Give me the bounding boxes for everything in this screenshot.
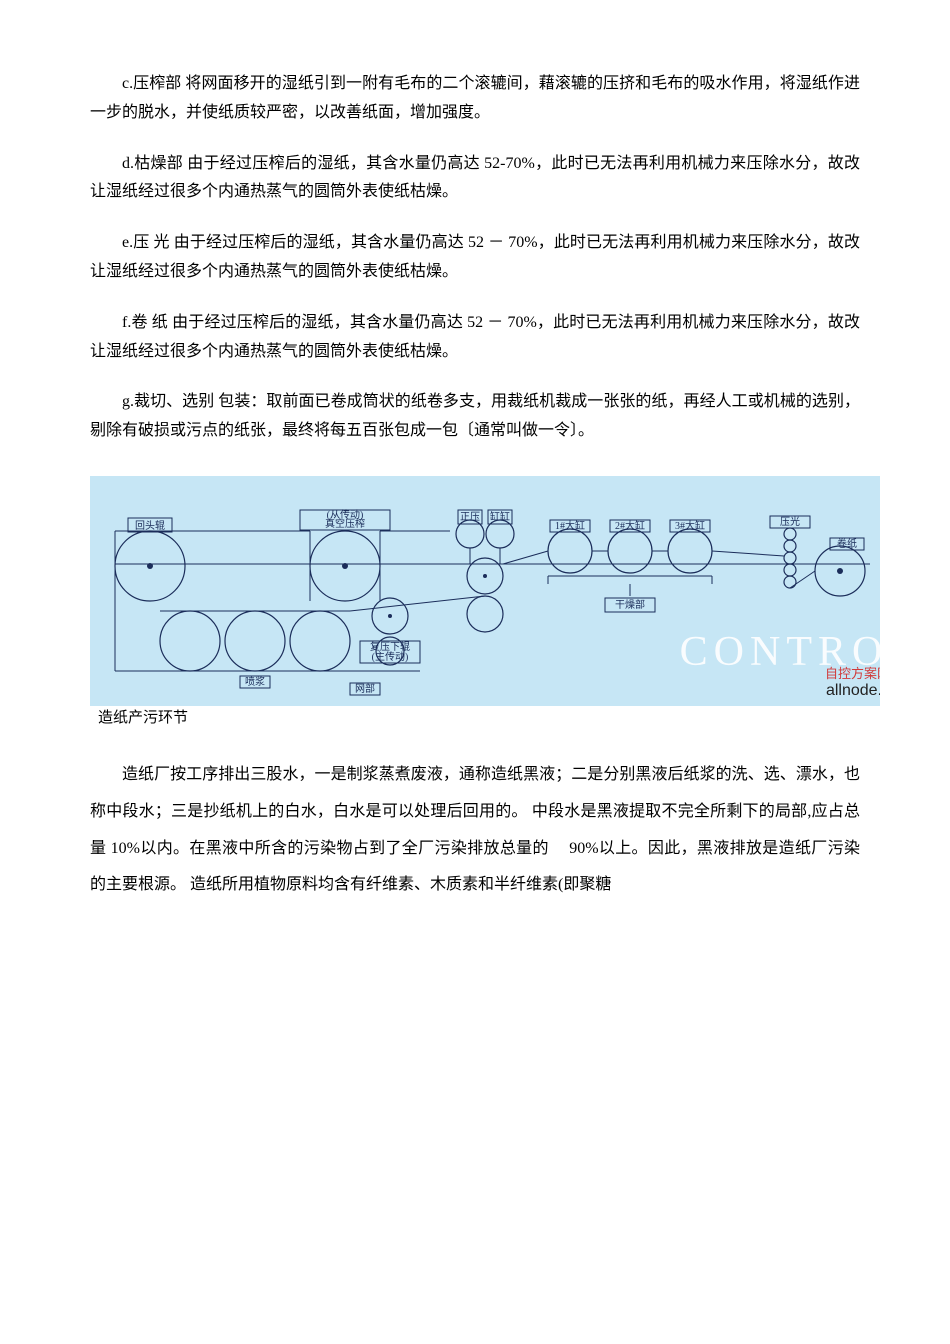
svg-text:3#大缸: 3#大缸 — [675, 519, 705, 532]
para-d: d.枯燥部 由于经过压榨后的湿纸，其含水量仍高达 52-70%，此时已无法再利用… — [90, 150, 860, 208]
para-e: e.压 光 由于经过压榨后的湿纸，其含水量仍高达 52 － 70%，此时已无法再… — [90, 229, 860, 287]
para-f: f.卷 纸 由于经过压榨后的湿纸，其含水量仍高达 52 － 70%，此时已无法再… — [90, 309, 860, 367]
watermark-url: allnode.c — [826, 682, 880, 700]
papermaking-diagram: 回头辊(从传动)真空压榨正压缸缸1#大缸2#大缸3#大缸压光卷纸干燥部复压下辊(… — [90, 476, 880, 706]
svg-text:网部: 网部 — [355, 682, 375, 695]
svg-text:喷浆: 喷浆 — [245, 675, 265, 688]
para-body: 造纸厂按工序排出三股水，一是制浆蒸煮废液，通称造纸黑液；二是分别黑液后纸浆的洗、… — [90, 757, 860, 904]
svg-text:(主传动): (主传动) — [372, 651, 409, 663]
svg-text:干燥部: 干燥部 — [615, 598, 645, 611]
svg-text:1#大缸: 1#大缸 — [555, 519, 585, 532]
svg-text:2#大缸: 2#大缸 — [615, 519, 645, 532]
svg-text:缸缸: 缸缸 — [490, 510, 510, 523]
para-c: c.压榨部 将网面移开的湿纸引到一附有毛布的二个滚辘间，藉滚辘的压挤和毛布的吸水… — [90, 70, 860, 128]
diagram-container: 回头辊(从传动)真空压榨正压缸缸1#大缸2#大缸3#大缸压光卷纸干燥部复压下辊(… — [90, 476, 860, 727]
svg-text:压光: 压光 — [780, 515, 800, 528]
svg-text:回头辊: 回头辊 — [135, 519, 165, 532]
watermark-tag: 自控方案网 — [825, 663, 880, 682]
para-g: g.裁切、选别 包装：取前面已卷成筒状的纸卷多支，用裁纸机裁成一张张的纸，再经人… — [90, 388, 860, 446]
svg-text:真空压榨: 真空压榨 — [325, 517, 365, 530]
svg-text:卷纸: 卷纸 — [837, 537, 857, 550]
diagram-caption: 造纸产污环节 — [98, 706, 860, 727]
